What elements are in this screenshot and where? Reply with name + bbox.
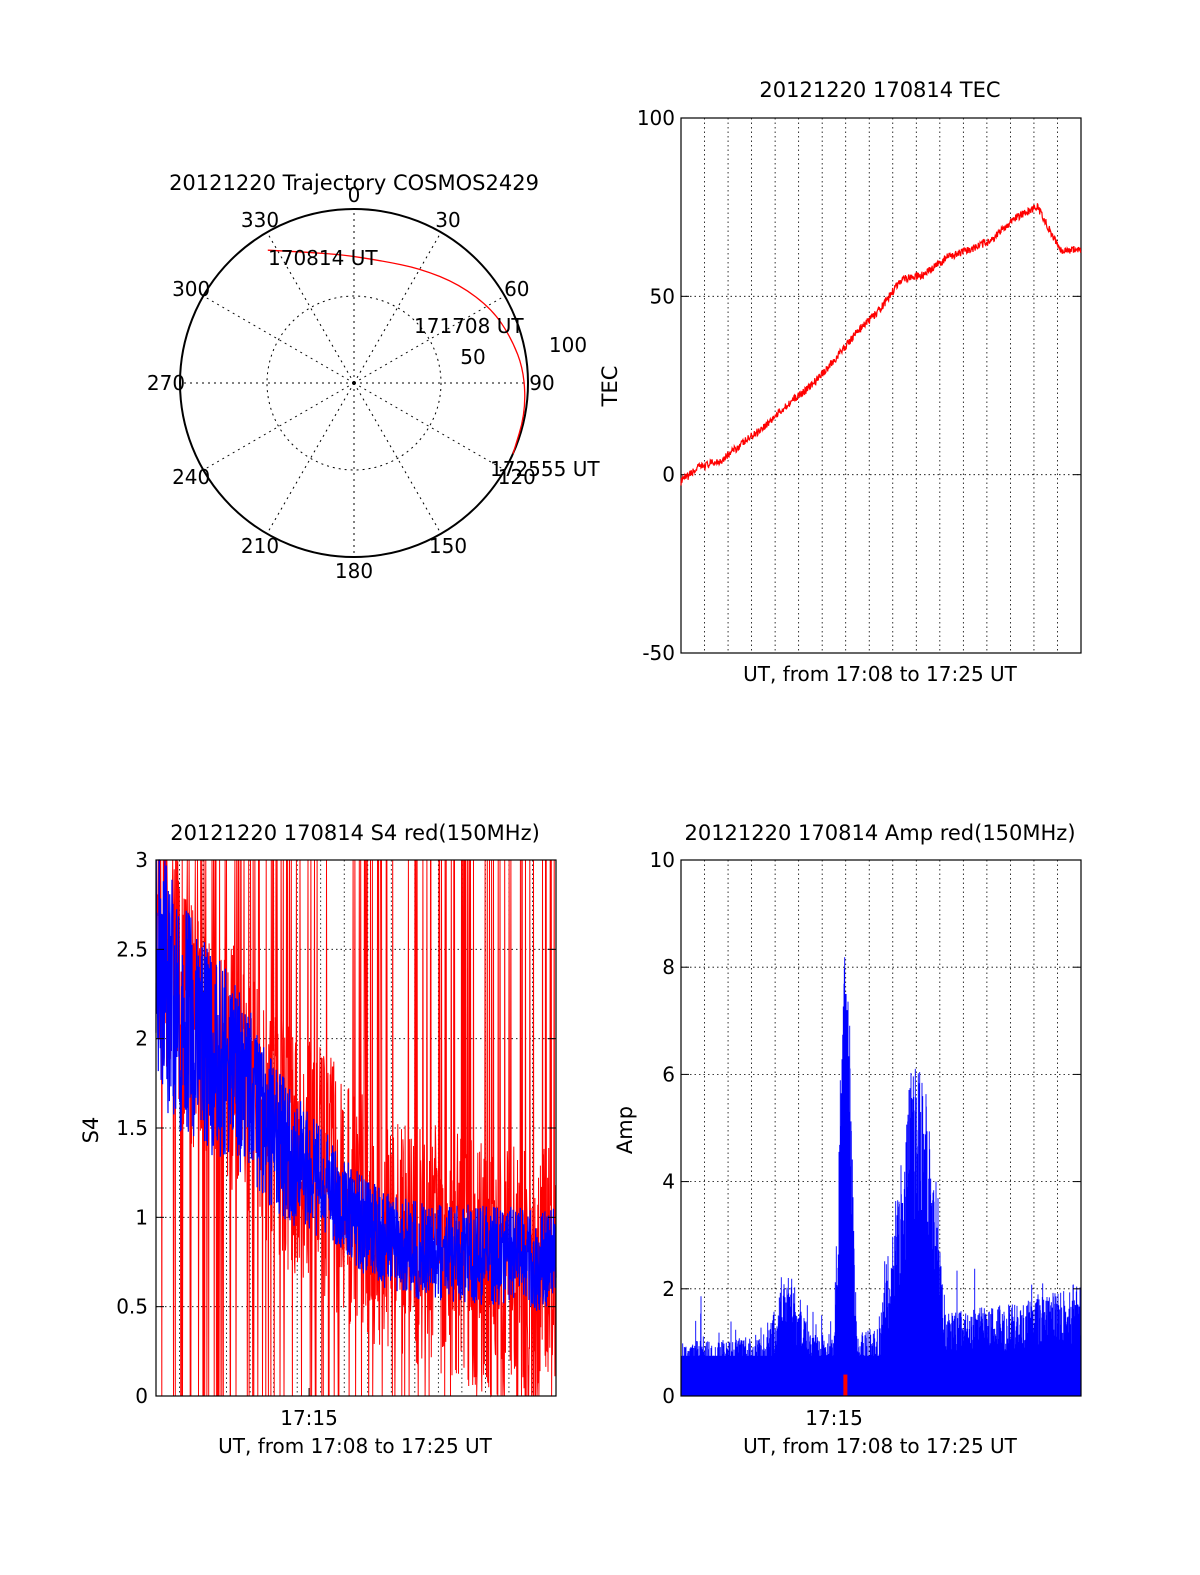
polar-angle-label: 0 (348, 183, 361, 207)
s4-blue-series-line (155, 859, 557, 1311)
tec-y-tick-labels: 100 50 0 -50 (637, 106, 1081, 665)
y-tick-label: 0 (662, 463, 675, 487)
tec-y-axis-label: TEC (598, 366, 622, 408)
y-tick-label: 2 (662, 1277, 675, 1301)
y-tick-label: 3 (135, 848, 148, 872)
polar-angle-label: 150 (429, 534, 467, 558)
track-time-label: 170814 UT (268, 246, 378, 270)
tec-panel: 20121220 170814 TEC 100 50 0 -50 TEC UT, fr… (598, 78, 1082, 686)
y-tick-label: 1 (135, 1205, 148, 1229)
amp-plot-frame (680, 859, 1082, 1397)
y-tick-label: 100 (637, 106, 675, 130)
s4-title: 20121220 170814 S4 red(150MHz) (170, 821, 540, 845)
y-tick-label: 2.5 (116, 937, 148, 961)
s4-x-tick-label: 17:15 (280, 1406, 338, 1430)
amp-red-mark (843, 1374, 848, 1396)
polar-angle-label: 90 (529, 371, 554, 395)
tec-gridlines (681, 118, 1081, 653)
tec-title: 20121220 170814 TEC (759, 78, 1000, 102)
trajectory-title: 20121220 Trajectory COSMOS2429 (169, 171, 539, 195)
tec-plot-frame (680, 117, 1082, 654)
y-tick-label: -50 (642, 641, 675, 665)
polar-angle-label: 240 (172, 465, 210, 489)
polar-angle-label: 210 (241, 534, 279, 558)
polar-grid (179, 208, 529, 558)
polar-angle-label: 180 (335, 559, 373, 583)
amp-x-axis-label: UT, from 17:08 to 17:25 UT (743, 1434, 1018, 1458)
y-tick-label: 2 (135, 1027, 148, 1051)
amp-x-tick-label: 17:15 (805, 1406, 863, 1430)
polar-radial-label: 50 (460, 345, 485, 369)
track-time-label: 172555 UT (490, 457, 600, 481)
polar-spoke (353, 295, 505, 384)
s4-y-axis-label: S4 (79, 1117, 103, 1144)
amp-red-series-mark (843, 1374, 848, 1396)
polar-angle-label: 300 (172, 277, 210, 301)
polar-spoke (266, 382, 355, 534)
y-tick-label: 6 (662, 1062, 675, 1086)
polar-angle-label: 30 (435, 208, 460, 232)
track-time-labels: 170814 UT 171708 UT 172555 UT (268, 246, 600, 481)
y-tick-label: 0 (662, 1384, 675, 1408)
polar-angle-label: 330 (241, 208, 279, 232)
polar-radial-labels: 50 100 (460, 333, 587, 369)
y-tick-label: 10 (650, 848, 675, 872)
polar-angle-label: 270 (147, 371, 185, 395)
amp-title: 20121220 170814 Amp red(150MHz) (684, 821, 1075, 845)
polar-angle-labels: 0 30 60 90 120 150 180 210 240 270 300 330 (147, 183, 555, 583)
polar-outer-circle (179, 208, 529, 558)
y-tick-label: 0 (135, 1384, 148, 1408)
polar-spoke (203, 382, 355, 471)
y-tick-label: 1.5 (116, 1116, 148, 1140)
polar-spoke (203, 295, 355, 384)
polar-radial-label: 100 (549, 333, 587, 357)
polar-spoke (266, 232, 355, 384)
s4-y-tick-labels: 3 2.5 2 1.5 1 0.5 0 (116, 848, 556, 1408)
polar-inner-circle (266, 295, 442, 471)
polar-spoke (353, 232, 442, 384)
trajectory-panel: 20121220 Trajectory COSMOS2429 0 30 60 90 12… (147, 171, 600, 583)
y-tick-label: 50 (650, 284, 675, 308)
y-tick-label: 4 (662, 1170, 675, 1194)
tec-x-axis-label: UT, from 17:08 to 17:25 UT (743, 662, 1018, 686)
polar-angle-label: 60 (504, 277, 529, 301)
polar-spoke (353, 382, 505, 471)
polar-spoke (353, 382, 442, 534)
s4-panel: 20121220 170814 S4 red(150MHz) 3 2.5 2 1.5 1… (79, 821, 557, 1458)
satellite-track-line (267, 249, 526, 454)
amp-blue-series-bars (680, 957, 1082, 1396)
tec-series-line (680, 203, 1082, 486)
s4-x-axis-label: UT, from 17:08 to 17:25 UT (218, 1434, 493, 1458)
polar-angle-label: 120 (498, 465, 536, 489)
amp-panel: 20121220 170814 Amp red(150MHz) 1086420 … (613, 821, 1082, 1458)
amp-y-axis-label: Amp (613, 1106, 637, 1154)
y-tick-label: 8 (662, 955, 675, 979)
amp-y-tick-labels: 10 8 6 4 2 0 (650, 848, 1081, 1408)
y-tick-label: 0.5 (116, 1295, 148, 1319)
track-time-label: 171708 UT (414, 314, 524, 338)
